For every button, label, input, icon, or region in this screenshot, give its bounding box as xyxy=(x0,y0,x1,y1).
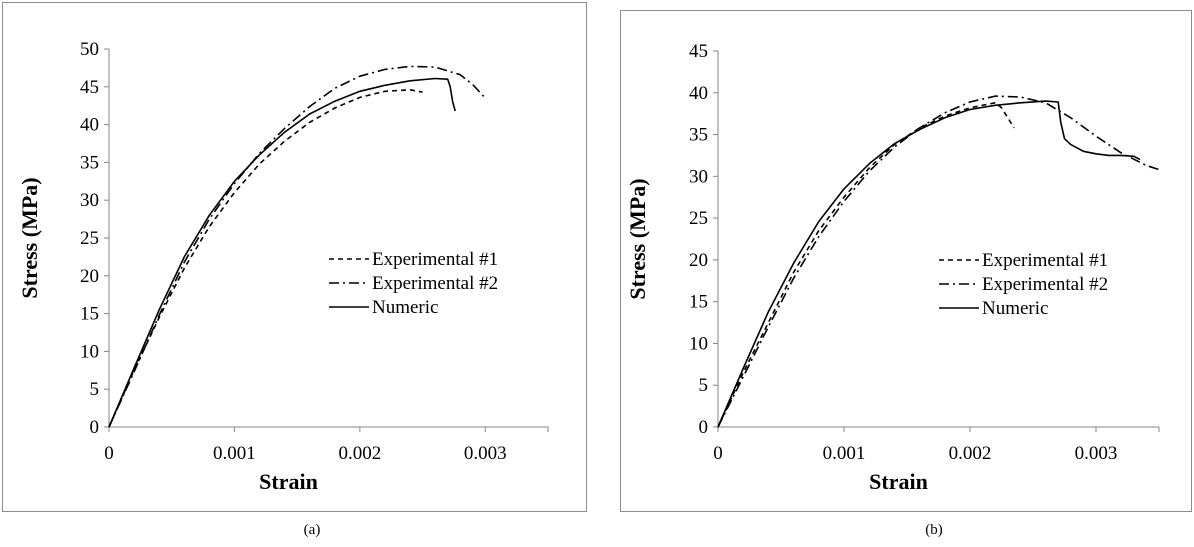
chart-b: 0 5 10 15 20 25 30 35 40 45 0 0.001 0.002 0.003 Strain… xyxy=(625,41,1160,494)
series-line-experimental-2 xyxy=(717,95,1160,428)
y-tick-label: 15 xyxy=(80,304,99,325)
legend-label: Experimental #2 xyxy=(982,274,1108,295)
y-tick-label: 40 xyxy=(80,115,99,136)
y-tick-label: 10 xyxy=(80,341,99,362)
y-tick-label: 25 xyxy=(689,208,708,229)
x-tick-label: 0.003 xyxy=(1075,443,1118,464)
y-tick-label: 5 xyxy=(90,379,100,400)
legend-label: Experimental #1 xyxy=(372,249,498,270)
chart-panel-a: 0 5 10 15 20 25 30 35 40 45 50 0 0.001 0.002 0.003 Stra… xyxy=(2,2,587,512)
y-tick-label: 0 xyxy=(699,417,709,438)
y-tick-label: 35 xyxy=(80,152,99,173)
legend-label: Experimental #1 xyxy=(982,250,1108,271)
caption-a: (a) xyxy=(303,522,321,538)
y-tick-label: 30 xyxy=(80,190,99,211)
y-tick-label: 20 xyxy=(689,250,708,271)
series-line-experimental-1 xyxy=(717,102,1015,428)
x-axis-title: Strain xyxy=(869,469,928,494)
x-axis-title: Strain xyxy=(259,469,318,494)
x-tick-label: 0 xyxy=(713,443,723,464)
x-tick-label: 0.003 xyxy=(464,443,507,464)
y-tick-label: 50 xyxy=(80,39,99,60)
y-axis-title: Stress (MPa) xyxy=(625,178,650,299)
caption-b: (b) xyxy=(925,522,943,538)
y-tick-label: 40 xyxy=(689,83,708,104)
y-tick-label: 20 xyxy=(80,266,99,287)
chart-panel-b: 0 5 10 15 20 25 30 35 40 45 0 0.001 0.002 0.003 Strain… xyxy=(620,10,1192,512)
y-tick-label: 35 xyxy=(689,125,708,146)
y-tick-label: 45 xyxy=(80,77,99,98)
legend-label: Numeric xyxy=(372,297,438,318)
y-tick-label: 15 xyxy=(689,292,708,313)
y-tick-label: 45 xyxy=(689,41,708,62)
series-line-numeric xyxy=(717,100,1141,428)
series-line-experimental-2 xyxy=(108,65,486,428)
legend-label: Numeric xyxy=(982,298,1048,319)
x-tick-label: 0.002 xyxy=(338,443,381,464)
series-line-numeric xyxy=(108,77,456,428)
y-tick-label: 10 xyxy=(689,333,708,354)
y-axis-title: Stress (MPa) xyxy=(17,177,42,298)
x-tick-label: 0 xyxy=(104,443,114,464)
chart-a: 0 5 10 15 20 25 30 35 40 45 50 0 0.001 0.002 0.003 Stra… xyxy=(17,39,549,494)
series-line-experimental-1 xyxy=(108,89,423,428)
x-tick-label: 0.001 xyxy=(213,443,256,464)
y-tick-label: 25 xyxy=(80,228,99,249)
y-tick-label: 30 xyxy=(689,166,708,187)
legend-label: Experimental #2 xyxy=(372,273,498,294)
y-tick-label: 5 xyxy=(699,375,709,396)
x-tick-label: 0.002 xyxy=(949,443,992,464)
x-tick-label: 0.001 xyxy=(823,443,866,464)
y-tick-label: 0 xyxy=(90,417,100,438)
